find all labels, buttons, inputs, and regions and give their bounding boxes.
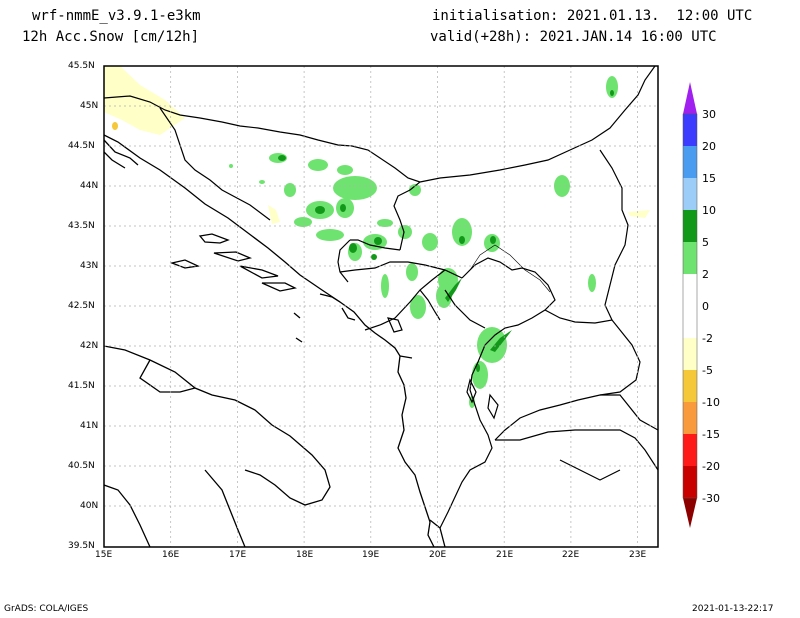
- colorbar-label: 2: [702, 268, 709, 281]
- colorbar-label: -30: [702, 492, 720, 505]
- snow-decrease-patch: [628, 210, 650, 218]
- footer-credit: GrADS: COLA/IGES: [4, 604, 89, 614]
- lat-tick: 41N: [80, 421, 99, 431]
- colorbar-label: -15: [702, 428, 720, 441]
- country-borders: [104, 66, 658, 529]
- snowfall-5-10cm-areas: [278, 90, 614, 372]
- lat-tick: 41.5N: [68, 381, 95, 391]
- colorbar-bottom-arrow: [683, 498, 697, 528]
- initialisation-time: initialisation: 2021.01.13. 12:00 UTC: [432, 8, 753, 24]
- colorbar: [682, 82, 698, 528]
- lat-tick: 45N: [80, 101, 99, 111]
- colorbar-label: -5: [702, 364, 713, 377]
- lat-tick: 42N: [80, 341, 99, 351]
- colorbar-label: -2: [702, 332, 713, 345]
- map-frame: [103, 65, 659, 548]
- lon-tick: 19E: [362, 550, 380, 560]
- lat-tick: 39.5N: [68, 541, 95, 551]
- lat-tick: 43.5N: [68, 221, 95, 231]
- map-area: [104, 66, 658, 547]
- colorbar-label: -10: [702, 396, 720, 409]
- colorbar-label: 20: [702, 140, 716, 153]
- lon-tick: 17E: [229, 550, 247, 560]
- lat-tick: 42.5N: [68, 301, 95, 311]
- colorbar-label: 15: [702, 172, 716, 185]
- model-name: wrf-nmmE_v3.9.1-e3km: [32, 8, 201, 24]
- lon-tick: 15E: [95, 550, 113, 560]
- lat-tick: 40.5N: [68, 461, 95, 471]
- lon-tick: 23E: [629, 550, 647, 560]
- lat-tick: 43N: [80, 261, 99, 271]
- lat-tick: 40N: [80, 501, 99, 511]
- lon-tick: 16E: [162, 550, 180, 560]
- colorbar-label: 5: [702, 236, 709, 249]
- colorbar-label: -20: [702, 460, 720, 473]
- lat-tick: 45.5N: [68, 61, 95, 71]
- colorbar-label: 0: [702, 300, 709, 313]
- lat-tick: 44.5N: [68, 141, 95, 151]
- map-grid: [104, 66, 658, 547]
- lon-tick: 18E: [296, 550, 314, 560]
- valid-time: valid(+28h): 2021.JAN.14 16:00 UTC: [430, 29, 717, 45]
- lon-tick: 21E: [496, 550, 514, 560]
- lat-tick: 44N: [80, 181, 99, 191]
- lon-tick: 22E: [562, 550, 580, 560]
- field-description: 12h Acc.Snow [cm/12h]: [22, 29, 200, 45]
- colorbar-label: 10: [702, 204, 716, 217]
- colorbar-label: 30: [702, 108, 716, 121]
- snow-decrease-spot: [112, 122, 118, 130]
- snow-decrease-patch: [268, 205, 280, 224]
- lon-tick: 20E: [429, 550, 447, 560]
- colorbar-top-arrow: [683, 82, 697, 114]
- footer-timestamp: 2021-01-13-22:17: [692, 604, 774, 614]
